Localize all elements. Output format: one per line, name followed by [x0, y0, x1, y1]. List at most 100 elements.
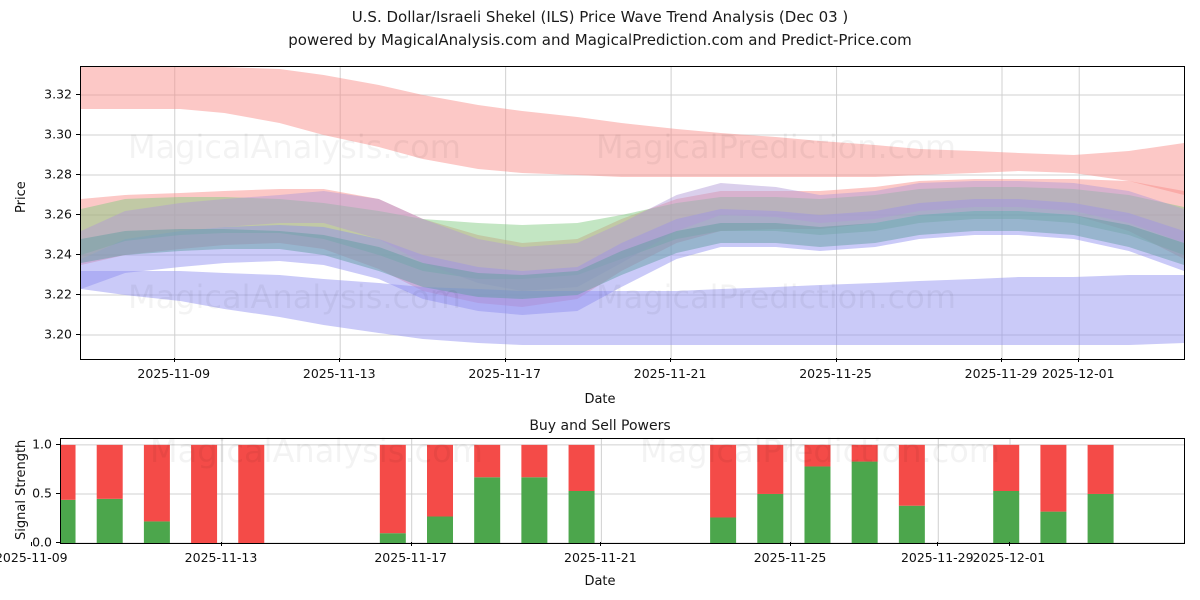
buy-power-bar — [96, 498, 123, 543]
sell-power-bar — [804, 444, 831, 467]
band-upper-red-band — [81, 67, 1184, 195]
sell-power-bar — [474, 444, 501, 478]
tick-mark — [1001, 358, 1002, 362]
band-teal-overlap-band — [81, 211, 1184, 299]
buy-power-bar — [757, 493, 784, 543]
tick-mark — [56, 542, 60, 543]
buy-power-bar — [710, 517, 737, 543]
signal-x-tick: 2025-11-13 — [184, 550, 258, 565]
tick-mark — [31, 542, 33, 546]
price-y-tick: 3.28 — [44, 166, 72, 182]
buy-power-bar — [851, 461, 878, 543]
sell-power-bar — [993, 444, 1020, 491]
price-y-tick: 3.24 — [44, 246, 72, 262]
sell-power-bar — [757, 444, 784, 494]
price-x-tick: 2025-11-29 — [964, 366, 1038, 381]
signal-y-tick: 0.5 — [32, 485, 52, 501]
sell-power-bar — [238, 444, 265, 543]
sell-power-bar — [710, 444, 737, 518]
buy-power-bar — [61, 499, 76, 543]
buy-power-bar — [1087, 493, 1114, 543]
signal-x-tick: 2025-11-29 — [900, 550, 974, 565]
sell-power-bar — [521, 444, 548, 478]
price-y-axis-label: Price — [14, 181, 29, 213]
tick-mark — [339, 358, 341, 362]
page-subtitle: powered by MagicalAnalysis.com and Magic… — [288, 31, 912, 49]
sell-power-bar — [191, 444, 218, 543]
tick-mark — [76, 334, 80, 335]
signal-x-tick: 2025-11-21 — [564, 550, 637, 565]
band-mid-red-band — [81, 179, 1184, 307]
price-y-tick: 3.30 — [44, 126, 72, 142]
tick-mark — [76, 174, 80, 175]
tick-mark — [410, 542, 412, 546]
band-blue-band-wide — [81, 199, 1184, 315]
buy-power-bar — [427, 516, 454, 543]
price-x-tick: 2025-11-25 — [799, 366, 872, 381]
tick-mark — [1008, 542, 1010, 546]
sell-power-bar — [427, 444, 454, 517]
tick-mark — [1078, 358, 1080, 362]
tick-mark — [937, 542, 939, 546]
price-x-tick: 2025-11-09 — [137, 366, 211, 381]
signal-x-tick: 2025-11-25 — [753, 550, 827, 565]
buy-power-bar — [474, 477, 501, 543]
sell-power-bar — [1087, 444, 1114, 494]
signal-x-tick: 2025-11-09 — [0, 550, 68, 565]
tick-mark — [835, 358, 837, 362]
price-y-tick: 3.32 — [44, 86, 72, 102]
buy-power-bar — [521, 477, 548, 543]
signal-y-tick: 1.0 — [32, 436, 52, 452]
price-x-tick: 2025-12-01 — [1041, 366, 1115, 381]
signal-y-axis-label: Signal Strength — [14, 439, 29, 540]
buy-power-bar — [898, 505, 925, 543]
price-y-tick: 3.26 — [44, 206, 72, 222]
band-purple-band — [81, 181, 1184, 291]
signal-y-tick: 0.0 — [32, 534, 52, 550]
signal-x-tick: 2025-11-17 — [374, 550, 448, 565]
sell-power-bar — [379, 444, 406, 534]
tick-mark — [504, 358, 506, 362]
sell-power-bar — [898, 444, 925, 506]
buy-power-bar — [568, 491, 595, 543]
price-wave-chart-panel — [80, 66, 1185, 360]
page-title: U.S. Dollar/Israeli Shekel (ILS) Price W… — [351, 8, 849, 26]
price-x-tick: 2025-11-17 — [468, 366, 541, 381]
sell-power-bar — [1040, 444, 1067, 512]
sell-power-bar — [851, 444, 878, 462]
sell-power-bar — [96, 444, 123, 499]
buy-power-bar — [379, 533, 406, 543]
tick-mark — [76, 214, 80, 215]
buy-sell-chart-title: Buy and Sell Powers — [529, 418, 671, 434]
band-green-band — [81, 187, 1184, 279]
tick-mark — [56, 443, 60, 445]
price-x-axis-label: Date — [584, 392, 616, 407]
tick-mark — [76, 254, 80, 255]
price-wave-svg — [81, 67, 1184, 359]
tick-mark — [76, 134, 80, 135]
price-y-tick: 3.20 — [44, 326, 72, 342]
tick-mark — [221, 542, 222, 546]
tick-mark — [76, 94, 80, 95]
signal-x-axis-label: Date — [584, 574, 616, 589]
buy-sell-chart-panel — [60, 438, 1185, 544]
price-x-tick: 2025-11-13 — [302, 366, 376, 381]
tick-mark — [670, 358, 672, 362]
sell-power-bar — [143, 444, 170, 522]
price-x-tick: 2025-11-21 — [633, 366, 707, 381]
buy-power-bar — [143, 521, 170, 543]
tick-mark — [56, 492, 60, 494]
tick-mark — [790, 542, 792, 546]
price-y-tick: 3.22 — [44, 286, 72, 302]
sell-power-bar — [61, 444, 76, 500]
tick-mark — [76, 294, 80, 295]
buy-sell-svg — [61, 439, 1184, 543]
signal-x-tick: 2025-12-01 — [972, 550, 1046, 565]
tick-mark — [600, 542, 602, 546]
band-lower-blue-band — [81, 271, 1184, 345]
tick-mark — [173, 358, 175, 362]
sell-power-bar — [568, 444, 595, 491]
buy-power-bar — [993, 491, 1020, 543]
buy-power-bar — [1040, 511, 1067, 543]
